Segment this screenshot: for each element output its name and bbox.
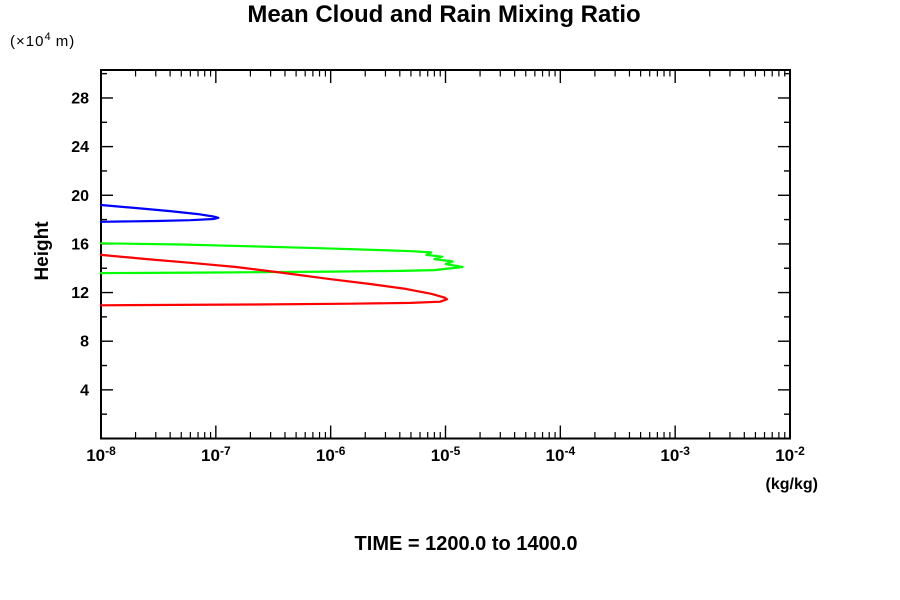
series-line-red-profile [99, 253, 449, 307]
chart-title: Mean Cloud and Rain Mixing Ratio [247, 1, 641, 28]
series-line-blue-profile [99, 203, 220, 223]
x-tick-label: 10-7 [201, 444, 231, 465]
x-tick-label: 10-8 [86, 444, 116, 465]
y-axis-unit-label: (×104 m) [10, 31, 75, 50]
y-tick-label: 20 [71, 188, 89, 205]
y-tick-label: 16 [71, 236, 89, 253]
x-tick-label: 10-3 [660, 444, 690, 465]
y-tick-label: 24 [71, 139, 89, 156]
y-unit-suffix: m) [50, 33, 76, 50]
y-tick-label: 8 [80, 334, 89, 351]
time-annotation: TIME = 1200.0 to 1400.0 [354, 533, 578, 555]
x-tick-label: 10-4 [546, 444, 576, 465]
y-unit-exponent: 4 [44, 31, 51, 43]
series-line-green-profile [99, 242, 464, 275]
y-tick-label: 4 [80, 382, 89, 399]
axis-frame [100, 69, 791, 440]
x-tick-label: 10-6 [316, 444, 346, 465]
x-tick-label: 10-2 [775, 444, 805, 465]
x-axis-unit-label: (kg/kg) [765, 476, 818, 493]
y-tick-label: 28 [71, 90, 89, 107]
x-tick-label: 10-5 [431, 444, 461, 465]
y-unit-prefix: (×10 [10, 33, 45, 50]
y-tick-label: 12 [71, 285, 89, 302]
